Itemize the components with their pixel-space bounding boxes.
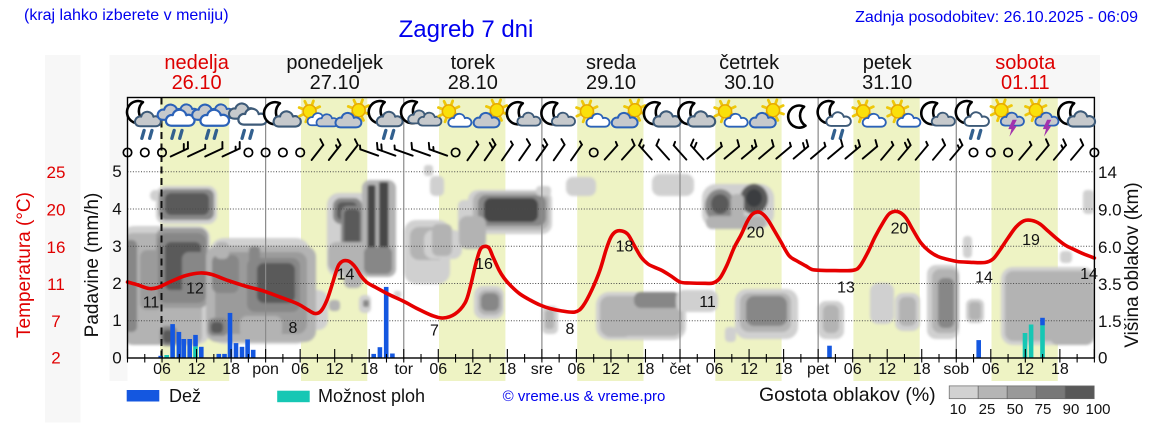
svg-text:18: 18 xyxy=(616,239,634,256)
svg-text:29.10: 29.10 xyxy=(586,72,636,94)
svg-text:12: 12 xyxy=(1016,361,1034,378)
svg-text:9.0: 9.0 xyxy=(1098,201,1122,220)
svg-text:20: 20 xyxy=(891,221,909,238)
svg-text:30.10: 30.10 xyxy=(724,72,774,94)
svg-text:Gostota oblakov (%): Gostota oblakov (%) xyxy=(759,384,936,406)
svg-text:(kraj lahko izberete v meniju): (kraj lahko izberete v meniju) xyxy=(24,7,229,24)
svg-text:12: 12 xyxy=(186,281,204,298)
svg-text:18: 18 xyxy=(913,361,931,378)
svg-text:nedelja: nedelja xyxy=(164,52,229,74)
svg-text:14: 14 xyxy=(1098,163,1117,182)
svg-text:11: 11 xyxy=(699,294,716,311)
svg-text:Padavine (mm/h): Padavine (mm/h) xyxy=(82,193,103,338)
svg-text:2: 2 xyxy=(112,274,121,293)
svg-text:8: 8 xyxy=(289,320,298,337)
svg-text:18: 18 xyxy=(1051,361,1069,378)
svg-text:1: 1 xyxy=(112,311,121,330)
svg-text:Višina oblakov (km): Višina oblakov (km) xyxy=(1122,182,1143,347)
svg-text:14: 14 xyxy=(337,267,355,284)
svg-text:27.10: 27.10 xyxy=(310,72,360,94)
svg-text:12: 12 xyxy=(326,361,344,378)
svg-text:14: 14 xyxy=(975,270,993,287)
svg-text:6.0: 6.0 xyxy=(1098,238,1122,257)
svg-text:18: 18 xyxy=(775,361,793,378)
svg-text:06: 06 xyxy=(429,361,447,378)
svg-text:Dež: Dež xyxy=(169,386,201,406)
svg-text:12: 12 xyxy=(878,361,896,378)
svg-text:Zagreb 7 dni: Zagreb 7 dni xyxy=(399,16,534,43)
svg-text:06: 06 xyxy=(706,361,724,378)
svg-text:čet: čet xyxy=(669,361,691,378)
svg-text:2: 2 xyxy=(51,349,60,368)
svg-text:sob: sob xyxy=(943,361,969,378)
svg-text:18: 18 xyxy=(360,361,378,378)
svg-text:Temperatura (°C): Temperatura (°C) xyxy=(14,192,35,338)
svg-text:5: 5 xyxy=(112,162,121,181)
svg-text:06: 06 xyxy=(291,361,309,378)
svg-text:50: 50 xyxy=(1007,401,1024,418)
svg-text:16: 16 xyxy=(475,256,493,273)
svg-text:8: 8 xyxy=(566,321,575,338)
svg-text:25: 25 xyxy=(979,401,996,418)
svg-text:sreda: sreda xyxy=(586,52,637,74)
svg-text:13: 13 xyxy=(837,280,855,297)
svg-text:06: 06 xyxy=(844,361,862,378)
svg-text:12: 12 xyxy=(740,361,758,378)
svg-text:18: 18 xyxy=(637,361,655,378)
svg-text:26.10: 26.10 xyxy=(172,72,222,94)
svg-text:Možnost ploh: Možnost ploh xyxy=(318,386,425,406)
svg-text:0: 0 xyxy=(1098,349,1107,368)
svg-text:01.11: 01.11 xyxy=(1001,72,1050,94)
svg-text:19: 19 xyxy=(1022,232,1040,249)
svg-text:1.5: 1.5 xyxy=(1098,312,1122,331)
svg-text:25: 25 xyxy=(47,163,66,182)
svg-text:ponedeljek: ponedeljek xyxy=(286,52,384,74)
svg-text:pon: pon xyxy=(252,361,279,378)
svg-text:12: 12 xyxy=(188,361,206,378)
svg-text:sre: sre xyxy=(531,361,553,378)
svg-text:16: 16 xyxy=(47,238,66,257)
svg-text:© vreme.us & vreme.pro: © vreme.us & vreme.pro xyxy=(503,388,666,405)
svg-text:18: 18 xyxy=(222,361,240,378)
svg-text:7: 7 xyxy=(430,323,439,340)
svg-text:7: 7 xyxy=(51,312,60,331)
svg-text:Zadnja posodobitev: 26.10.2025: Zadnja posodobitev: 26.10.2025 - 06:09 xyxy=(855,9,1138,26)
svg-text:tor: tor xyxy=(394,361,413,378)
svg-text:12: 12 xyxy=(602,361,620,378)
svg-text:20: 20 xyxy=(747,225,765,242)
svg-text:3.5: 3.5 xyxy=(1098,275,1122,294)
svg-text:petek: petek xyxy=(863,52,913,74)
svg-text:90: 90 xyxy=(1063,401,1080,418)
svg-text:pet: pet xyxy=(807,361,830,378)
svg-text:10: 10 xyxy=(950,401,967,418)
svg-text:06: 06 xyxy=(982,361,1000,378)
svg-text:18: 18 xyxy=(499,361,517,378)
svg-text:torek: torek xyxy=(451,52,496,74)
svg-text:4: 4 xyxy=(112,200,121,219)
svg-text:11: 11 xyxy=(47,275,65,294)
svg-text:06: 06 xyxy=(568,361,586,378)
svg-text:28.10: 28.10 xyxy=(448,72,498,94)
svg-text:0: 0 xyxy=(112,349,121,368)
svg-text:četrtek: četrtek xyxy=(719,52,780,74)
svg-text:75: 75 xyxy=(1035,401,1052,418)
svg-text:11: 11 xyxy=(143,295,160,312)
svg-text:12: 12 xyxy=(464,361,482,378)
svg-text:3: 3 xyxy=(112,237,121,256)
svg-text:14: 14 xyxy=(1080,266,1098,283)
svg-text:100: 100 xyxy=(1085,401,1110,418)
svg-text:sobota: sobota xyxy=(995,52,1056,74)
svg-text:20: 20 xyxy=(47,201,66,220)
svg-text:31.10: 31.10 xyxy=(862,72,912,94)
svg-text:06: 06 xyxy=(153,361,171,378)
